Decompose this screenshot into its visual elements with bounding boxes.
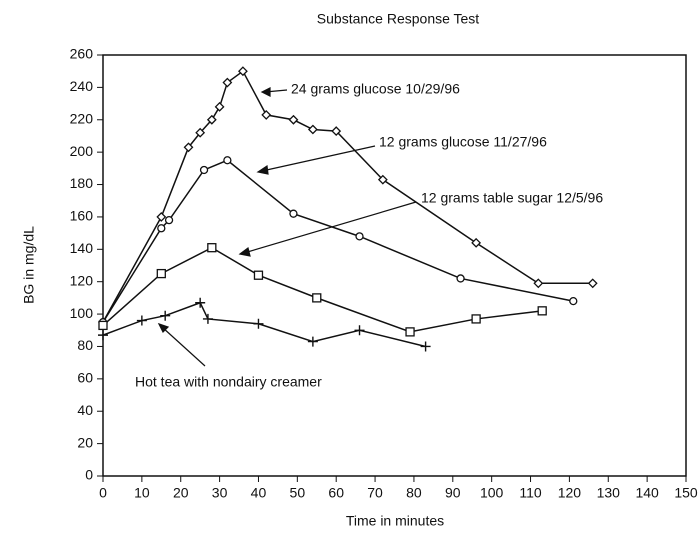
y-tick-label: 260 (70, 46, 94, 62)
marker (98, 320, 108, 331)
marker (420, 341, 431, 352)
y-tick-label: 120 (70, 272, 94, 288)
marker (156, 268, 166, 279)
marker (533, 278, 544, 289)
x-tick-label: 130 (597, 485, 621, 501)
x-tick-label: 100 (480, 485, 504, 501)
marker (202, 313, 213, 324)
marker (405, 327, 415, 337)
marker (214, 101, 225, 112)
x-tick-label: 80 (406, 485, 422, 501)
series-line (102, 301, 426, 348)
y-tick-label: 140 (70, 240, 94, 256)
marker (223, 156, 232, 165)
x-tick-label: 60 (328, 485, 344, 501)
y-tick-label: 80 (77, 337, 93, 353)
marker (537, 306, 547, 316)
y-tick-label: 100 (70, 305, 94, 321)
y-tick-label: 220 (70, 110, 94, 126)
marker (160, 310, 171, 321)
y-tick-label: 60 (77, 370, 93, 386)
y-tick-label: 40 (77, 402, 93, 418)
annotation: 12 grams table sugar 12/5/96 (421, 190, 603, 206)
annotation: 12 grams glucose 11/27/96 (379, 134, 547, 150)
x-tick-label: 0 (99, 485, 107, 501)
marker (307, 124, 318, 135)
series-line (102, 246, 543, 333)
x-tick-label: 90 (445, 485, 461, 501)
chart-title: Substance Response Test (317, 11, 480, 27)
x-tick-label: 110 (519, 485, 542, 501)
plot-frame (102, 54, 687, 477)
y-tick-label: 20 (77, 434, 93, 450)
marker (471, 314, 481, 324)
marker (164, 216, 174, 225)
marker (587, 278, 598, 289)
marker (253, 270, 264, 280)
x-tick-label: 10 (134, 485, 150, 501)
marker (207, 243, 217, 253)
x-tick-label: 150 (674, 485, 698, 501)
y-tick-label: 180 (70, 175, 94, 191)
marker (206, 114, 217, 125)
y-tick-label: 200 (70, 143, 94, 159)
marker (157, 224, 166, 233)
marker (569, 296, 578, 306)
marker (238, 66, 248, 77)
x-tick-label: 70 (367, 485, 383, 501)
marker (331, 126, 342, 137)
marker (355, 232, 364, 241)
marker (261, 109, 272, 120)
y-tick-label: 160 (70, 208, 94, 224)
marker (354, 325, 365, 336)
annotation-arrows (157, 87, 417, 367)
y-tick-label: 0 (85, 467, 93, 483)
marker (377, 174, 388, 185)
y-axis-label: BG in mg/dL (21, 226, 37, 304)
x-tick-label: 40 (251, 485, 267, 501)
marker (156, 212, 167, 222)
marker (195, 127, 206, 138)
marker (289, 209, 298, 218)
marker (312, 293, 322, 303)
marker (222, 77, 233, 88)
marker (199, 165, 209, 175)
marker (307, 336, 318, 347)
marker (253, 318, 264, 329)
x-tick-label: 50 (290, 485, 306, 501)
series-line (102, 70, 593, 323)
annotation: Hot tea with nondairy creamer (135, 374, 322, 390)
x-tick-label: 30 (212, 485, 228, 501)
x-tick-label: 120 (558, 485, 582, 501)
x-tick-label: 20 (173, 485, 189, 501)
annotation: 24 grams glucose 10/29/96 (291, 81, 460, 97)
marker (98, 330, 108, 341)
marker (471, 237, 482, 248)
x-axis-label: Time in minutes (346, 513, 444, 529)
marker (136, 315, 147, 326)
marker (195, 297, 206, 308)
marker (456, 274, 465, 283)
y-tick-label: 240 (70, 78, 94, 94)
x-tick-label: 140 (635, 485, 659, 501)
marker (288, 114, 299, 125)
marker (183, 142, 194, 153)
